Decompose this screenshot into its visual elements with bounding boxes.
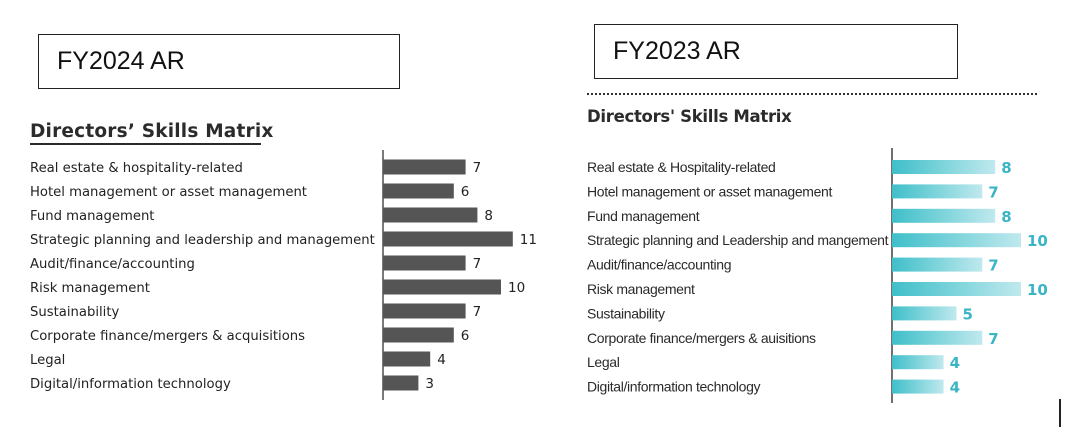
fy2023-value-label: 4: [950, 379, 960, 397]
fy2023-bar: [892, 208, 996, 223]
fy2024-value-label: 4: [437, 352, 446, 368]
fy2024-bar-chart: Real estate & hospitality-related 7 Hotel …: [30, 150, 537, 400]
fy2023-bar: [892, 330, 983, 345]
fy2024-value-label: 6: [461, 328, 470, 344]
fy2024-bar: [383, 255, 466, 271]
fy2023-bar: [892, 379, 944, 394]
fy2024-bar: [383, 375, 419, 391]
fy2024-category-label: Risk management: [30, 281, 150, 296]
fy2023-bar: [892, 355, 944, 370]
fy2023-bar: [892, 282, 1021, 296]
fy2023-category-label: Audit/finance/accounting: [587, 257, 731, 273]
fy2023-category-label: Corporate finance/mergers & auisitions: [587, 330, 816, 346]
fy2023-category-label: Sustainability: [587, 305, 665, 321]
fy2024-category-label: Strategic planning and leadership and ma…: [30, 233, 375, 248]
fy2023-bar: [892, 233, 1021, 248]
fy2023-category-label: Legal: [587, 354, 620, 370]
fy2023-category-label: Fund management: [587, 208, 700, 224]
fy2024-value-label: 7: [473, 160, 482, 176]
fy2024-value-label: 7: [473, 256, 482, 272]
fy2024-tag: FY2024 AR: [38, 34, 400, 89]
text-cursor-mark: [1059, 399, 1061, 427]
fy2023-value-label: 10: [1027, 281, 1048, 299]
fy2023-value-label: 7: [988, 257, 998, 275]
fy2023-value-label: 4: [950, 354, 960, 372]
fy2024-value-label: 6: [461, 184, 470, 200]
fy2024-category-label: Real estate & hospitality-related: [30, 161, 243, 176]
fy2024-category-label: Sustainability: [30, 305, 119, 320]
fy2023-panel: FY2023 AR Directors' Skills Matrix Real …: [560, 0, 1080, 443]
fy2024-category-label: Corporate finance/mergers & acquisitions: [30, 329, 305, 344]
fy2024-bar: [383, 183, 454, 199]
fy2023-value-label: 10: [1027, 232, 1048, 250]
fy2023-value-label: 8: [1001, 159, 1011, 177]
fy2023-bar: [892, 257, 983, 272]
fy2023-bar-chart: Real estate & Hospitality-related 8 Hotel …: [587, 148, 1048, 403]
fy2024-value-label: 10: [508, 280, 525, 296]
fy2024-category-label: Fund management: [30, 209, 154, 224]
fy2023-bar: [892, 184, 983, 199]
fy2023-category-label: Digital/information technology: [587, 379, 761, 395]
fy2023-category-label: Strategic planning and Leadership and ma…: [587, 232, 889, 248]
fy2024-bar: [383, 327, 454, 343]
fy2024-category-label: Legal: [30, 353, 65, 368]
fy2024-bar: [383, 159, 466, 175]
fy2024-chart-title: Directors’ Skills Matrix: [30, 121, 274, 142]
fy2024-category-label: Hotel management or asset management: [30, 185, 307, 200]
dotted-divider: [587, 93, 1037, 95]
fy2024-title-underline: [30, 143, 261, 145]
fy2024-panel: FY2024 AR Directors’ Skills Matrix Real …: [30, 34, 537, 400]
fy2024-value-label: 7: [473, 304, 482, 320]
fy2023-chart-title: Directors' Skills Matrix: [587, 107, 792, 126]
fy2023-category-label: Real estate & Hospitality-related: [587, 159, 775, 175]
fy2024-bar: [383, 279, 501, 295]
fy2024-bar: [383, 303, 466, 319]
fy2024-value-label: 8: [484, 208, 493, 224]
fy2024-category-label: Digital/information technology: [30, 377, 231, 392]
fy2024-category-label: Audit/finance/accounting: [30, 257, 195, 272]
fy2023-value-label: 5: [963, 305, 973, 323]
fy2024-value-label: 11: [520, 232, 537, 248]
fy2023-category-label: Risk management: [587, 281, 695, 297]
fy2024-bar: [383, 231, 513, 247]
fy2024-value-label: 3: [425, 376, 434, 392]
fy2023-value-label: 7: [988, 183, 998, 201]
fy2023-category-label: Hotel management or asset management: [587, 183, 832, 199]
fy2023-bar: [892, 160, 996, 174]
fy2023-tag: FY2023 AR: [594, 24, 958, 79]
fy2023-value-label: 7: [988, 330, 998, 348]
fy2024-bar: [383, 207, 478, 223]
fy2023-value-label: 8: [1001, 208, 1011, 226]
fy2023-bar: [892, 306, 957, 321]
fy2024-bar: [383, 351, 431, 367]
